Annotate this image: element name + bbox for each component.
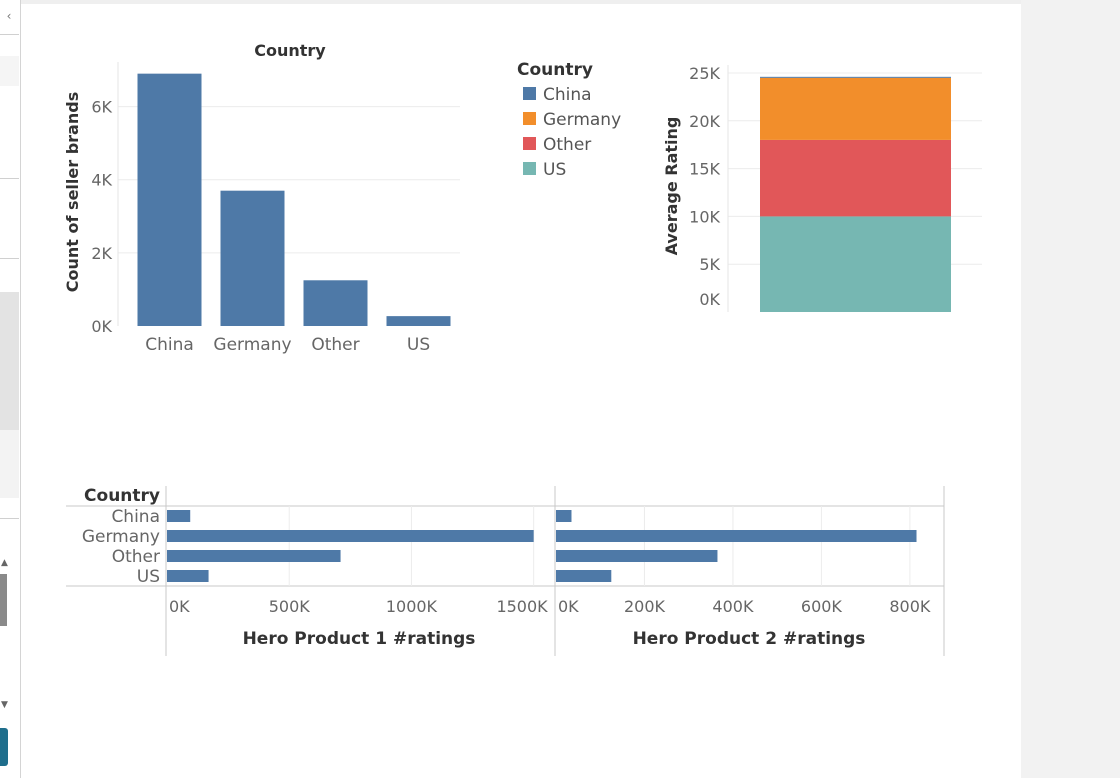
color-legend: Country China Germany Other US <box>517 60 621 180</box>
y-tick-label: 0K <box>699 290 720 309</box>
panel-1: 0K 500K 1000K 1500K Hero Product 1 #ratings <box>167 506 548 649</box>
legend-swatch-germany <box>523 112 536 125</box>
panel-section <box>0 292 19 430</box>
bar-china <box>137 73 202 327</box>
bar-china <box>556 510 572 522</box>
bar-us <box>556 570 612 582</box>
x-tick-label: 0K <box>558 597 579 616</box>
bar-germany <box>220 190 285 326</box>
y-tick-label: 20K <box>689 112 720 131</box>
stack-segment-us <box>760 216 951 312</box>
y-tick-label: 10K <box>689 207 720 226</box>
bar-china <box>167 510 191 522</box>
row-label: Other <box>112 547 160 567</box>
panel-section <box>0 56 19 86</box>
legend-title: Country <box>517 60 593 80</box>
legend-label: US <box>543 160 566 180</box>
panel-action-button[interactable] <box>0 728 8 766</box>
row-label: US <box>137 567 160 587</box>
x-tick-label: 0K <box>169 597 190 616</box>
x-tick-label: 400K <box>712 597 754 616</box>
legend-swatch-china <box>523 87 536 100</box>
x-tick-label: Germany <box>213 335 291 355</box>
x-tick-label: 500K <box>269 597 311 616</box>
panel-section <box>0 430 19 498</box>
x-tick-label: 1000K <box>386 597 438 616</box>
y-axis-label: Average Rating <box>662 117 681 256</box>
panel-divider <box>0 178 19 179</box>
scrollbar-thumb[interactable] <box>0 574 7 626</box>
bar-germany <box>556 530 917 542</box>
y-axis-label: Count of seller brands <box>63 92 82 292</box>
y-tick-label: 15K <box>689 160 720 179</box>
x-axis-label: Hero Product 2 #ratings <box>633 629 866 649</box>
bar-us <box>386 316 451 326</box>
left-panel: ‹ ▲ ▼ <box>0 0 21 778</box>
row-label: China <box>111 507 160 527</box>
row-label: Germany <box>82 527 160 547</box>
row-header: Country <box>84 486 160 506</box>
bar-other <box>556 550 718 562</box>
bar-other <box>303 280 368 326</box>
x-tick-label: 1500K <box>496 597 548 616</box>
y-tick-label: 4K <box>91 171 112 190</box>
scroll-up-arrow-icon[interactable]: ▲ <box>1 558 8 568</box>
panel-divider <box>0 258 19 259</box>
workspace-background <box>1021 0 1120 778</box>
average-rating-stacked-bar-chart: Average Rating 0K 5K 10K 15K 20K 25K <box>662 64 982 312</box>
x-tick-label: China <box>145 335 194 355</box>
stack-segment-china <box>760 76 951 78</box>
legend-label: China <box>543 85 592 105</box>
collapse-chevron-icon[interactable]: ‹ <box>6 9 12 23</box>
x-tick-label: 200K <box>624 597 666 616</box>
scroll-down-arrow-icon[interactable]: ▼ <box>1 700 8 710</box>
y-tick-label: 0K <box>91 317 112 336</box>
x-tick-label: US <box>407 335 430 355</box>
bar-other <box>167 550 341 562</box>
stack-segment-other <box>760 139 951 217</box>
y-tick-label: 6K <box>91 98 112 117</box>
legend-label: Germany <box>543 110 621 130</box>
y-tick-label: 25K <box>689 64 720 83</box>
seller-brands-bar-chart: Country Count of seller brands 0K 2K 4K 6K C… <box>63 41 460 355</box>
chart-title: Country <box>254 41 326 60</box>
panel-divider <box>0 34 19 35</box>
legend-swatch-other <box>523 137 536 150</box>
x-tick-label: Other <box>311 335 359 355</box>
legend-swatch-us <box>523 162 536 175</box>
legend-label: Other <box>543 135 591 155</box>
x-tick-label: 800K <box>889 597 931 616</box>
bar-germany <box>167 530 534 542</box>
bar-us <box>167 570 209 582</box>
stack-segment-germany <box>760 77 951 140</box>
x-tick-label: 600K <box>801 597 843 616</box>
panel-divider <box>0 518 19 519</box>
panel-2: 0K 200K 400K 600K 800K Hero Product 2 #rating… <box>556 506 931 649</box>
y-tick-label: 2K <box>91 244 112 263</box>
x-axis-label: Hero Product 1 #ratings <box>243 629 476 649</box>
y-tick-label: 5K <box>699 255 720 274</box>
